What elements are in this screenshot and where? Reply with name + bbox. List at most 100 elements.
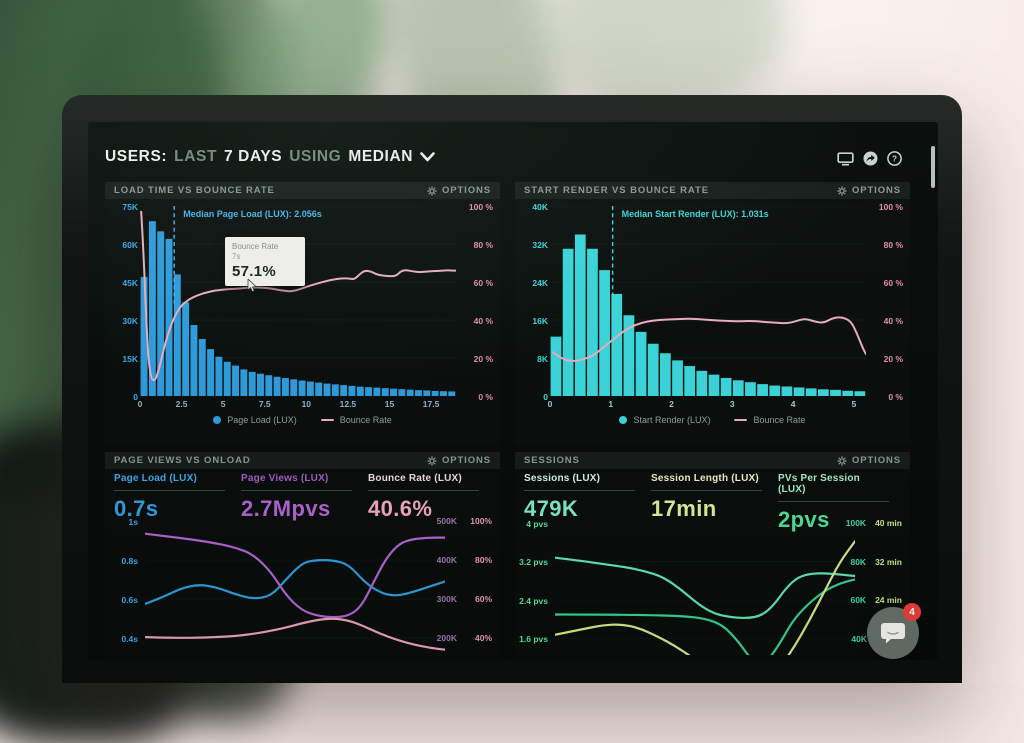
panel-start-render-vs-bounce-rate: START RENDER VS BOUNCE RATE OPTIONS Medi… <box>515 182 910 445</box>
median-annotation: Median Page Load (LUX): 2.056s <box>183 209 322 219</box>
axis-tick-label: 4 <box>790 399 796 409</box>
legend-item[interactable]: Bounce Rate <box>320 415 392 425</box>
header-last: LAST <box>174 148 218 165</box>
axis-tick-label: 12.5 <box>339 399 357 409</box>
options-button[interactable]: OPTIONS <box>427 455 491 466</box>
metric-page-views: Page Views (LUX) 2.7Mpvs <box>241 473 368 522</box>
axis-tick-label: 2 <box>669 399 674 409</box>
metric-session-length: Session Length (LUX) 17min <box>651 473 778 533</box>
axis-tick-label: 20 % <box>883 353 903 364</box>
metric-label: Page Views (LUX) <box>241 473 352 491</box>
axis-tick-label: 80 % <box>473 239 493 250</box>
metric-label: Bounce Rate (LUX) <box>368 473 479 491</box>
legend-label: Start Render (LUX) <box>633 415 711 425</box>
load-time-histogram[interactable]: Median Page Load (LUX): 2.056s <box>140 205 457 397</box>
metric-value: 40.6% <box>368 496 433 521</box>
axis-tick-label: 4 pvs <box>526 518 548 529</box>
axis-tick-label: 0 <box>547 399 553 409</box>
axis-tick-label: 300K <box>436 594 457 605</box>
axis-tick-row: 80K 32 min <box>840 557 902 567</box>
panel-sessions: SESSIONS OPTIONS Sessions (LUX) 479K Ses… <box>515 452 910 660</box>
median-annotation: Median Start Render (LUX): 1.031s <box>621 209 769 219</box>
legend-item[interactable]: Start Render (LUX) <box>619 415 710 425</box>
axis-tick-label: 0 <box>543 391 548 402</box>
scrollbar-thumb[interactable] <box>931 146 935 188</box>
panel-header: PAGE VIEWS VS ONLOAD OPTIONS <box>105 452 500 469</box>
display-icon[interactable] <box>837 151 854 166</box>
axis-tick-label: 40 % <box>883 315 903 326</box>
page-views-line-chart[interactable] <box>145 524 445 655</box>
y-axis-right: 100 % 80 % 60 % 40 % 20 % 0 % <box>447 182 493 445</box>
axis-tick-label: 0.6s <box>121 594 138 605</box>
axis-tick-label: 32K <box>532 239 548 250</box>
axis-tick-row: 60K 24 min <box>840 595 902 605</box>
panel-page-views-vs-onload: PAGE VIEWS VS ONLOAD OPTIONS Page Load (… <box>105 452 500 660</box>
axis-tick-label: 60% <box>474 594 492 605</box>
y-axis-left: 1s 0.8s 0.6s 0.4s <box>107 452 138 660</box>
axis-tick-label: 100 % <box>878 201 903 212</box>
chevron-down-icon <box>420 152 435 162</box>
chat-launcher-button[interactable]: 4 <box>867 603 921 659</box>
chart-legend: Start Render (LUX) Bounce Rate <box>515 415 910 425</box>
y-axis-right: 100 % 80 % 60 % 40 % 20 % 0 % <box>857 182 903 445</box>
axis-tick-label: 3 <box>729 399 735 409</box>
options-button[interactable]: OPTIONS <box>837 455 901 466</box>
axis-tick-label: 3.2 pvs <box>519 557 548 568</box>
axis-tick-row: 40K <box>841 634 902 644</box>
help-icon[interactable]: ? <box>887 151 902 166</box>
axis-tick-label: 40K <box>532 201 548 212</box>
panel-title: SESSIONS <box>524 455 580 466</box>
share-icon[interactable] <box>863 151 878 166</box>
axis-tick-label: 0 <box>133 391 138 402</box>
axis-tick-label: 30K <box>122 315 138 326</box>
metric-label: PVs Per Session (LUX) <box>778 473 889 502</box>
axis-tick-label: 100 % <box>468 201 493 212</box>
axis-tick-label: 100K <box>845 518 867 529</box>
sessions-line-chart[interactable] <box>555 524 855 655</box>
axis-tick-label: 24K <box>532 277 548 288</box>
metric-label: Page Load (LUX) <box>114 473 225 491</box>
legend-line-swatch <box>320 418 334 422</box>
legend-line-swatch <box>734 418 748 422</box>
panel-title: PAGE VIEWS VS ONLOAD <box>114 455 251 466</box>
axis-tick-row: 300K 60% <box>431 594 492 604</box>
axis-tick-label: 80 % <box>883 239 903 250</box>
start-render-histogram[interactable]: Median Start Render (LUX): 1.031s <box>550 205 867 397</box>
chart-legend: Page Load (LUX) Bounce Rate <box>105 415 500 425</box>
axis-tick-label: 0.4s <box>121 633 138 644</box>
options-button[interactable]: OPTIONS <box>427 185 491 196</box>
metric-value: 479K <box>524 496 579 521</box>
timeframe-selector[interactable]: USERS: LAST 7 DAYS USING MEDIAN <box>105 148 435 166</box>
bounce-rate-tooltip: Bounce Rate 7s 57.1% <box>225 237 305 286</box>
axis-tick-label: 0 % <box>888 391 903 402</box>
legend-item[interactable]: Page Load (LUX) <box>213 415 297 425</box>
axis-tick-label: 40K <box>851 633 867 644</box>
axis-tick-label: 40 min <box>875 518 902 529</box>
header-using: USING <box>289 148 342 165</box>
laptop-bezel: USERS: LAST 7 DAYS USING MEDIAN ? LOAD T… <box>62 95 962 683</box>
axis-tick-label: 32 min <box>875 556 902 567</box>
legend-label: Bounce Rate <box>339 415 392 425</box>
chat-bubble-icon <box>881 622 905 643</box>
axis-tick-label: 7.5 <box>258 399 271 409</box>
metric-label: Session Length (LUX) <box>651 473 762 491</box>
metric-label: Sessions (LUX) <box>524 473 635 491</box>
options-button[interactable]: OPTIONS <box>837 185 901 196</box>
legend-dot-swatch <box>619 416 628 424</box>
y-axis-right: 100K 40 min 80K 32 min 60K 24 min 40K <box>824 452 902 660</box>
axis-tick-label: 0 % <box>478 391 493 402</box>
axis-tick-label: 20 % <box>473 353 493 364</box>
dashboard-screen: USERS: LAST 7 DAYS USING MEDIAN ? LOAD T… <box>88 122 938 660</box>
options-label: OPTIONS <box>441 185 491 196</box>
header-users: USERS: <box>105 148 168 165</box>
axis-tick-label: 1 <box>608 399 614 409</box>
axis-tick-label: 1s <box>128 516 138 527</box>
header-days: 7 DAYS <box>224 148 283 165</box>
options-label: OPTIONS <box>851 185 901 196</box>
axis-tick-label: 45K <box>122 277 138 288</box>
mouse-cursor <box>247 279 257 293</box>
axis-tick-label: 2.4 pvs <box>519 595 548 606</box>
legend-item[interactable]: Bounce Rate <box>734 415 806 425</box>
metric-value: 2.7Mpvs <box>241 496 331 521</box>
panel-header: SESSIONS OPTIONS <box>515 452 910 469</box>
